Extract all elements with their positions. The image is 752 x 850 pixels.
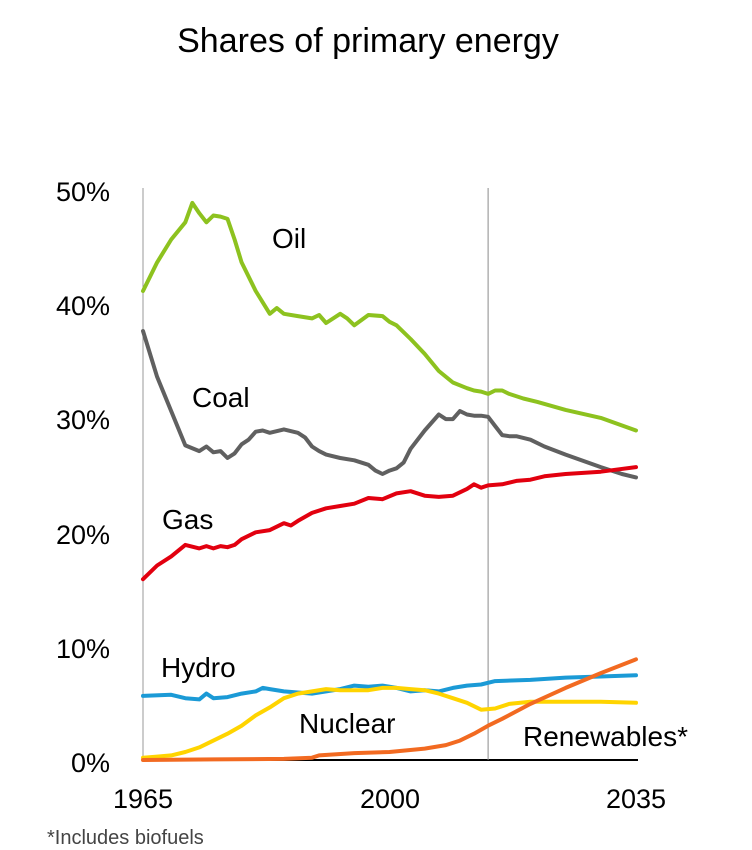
x-tick-label: 1965 bbox=[113, 784, 173, 814]
series-label-nuclear: Nuclear bbox=[299, 708, 395, 739]
chart-title: Shares of primary energy bbox=[177, 22, 559, 60]
series-label-gas: Gas bbox=[162, 504, 213, 535]
series-label-oil: Oil bbox=[272, 223, 306, 254]
series-line-coal bbox=[141, 329, 638, 480]
series-line-gas bbox=[141, 465, 638, 582]
y-tick-label: 0% bbox=[71, 748, 110, 778]
series-line-nuclear bbox=[141, 685, 638, 760]
series-label-renewables: Renewables* bbox=[523, 721, 688, 752]
series-line-renewables bbox=[141, 657, 638, 762]
y-axis-ticks: 0% 10% 20% 30% 40% 50% bbox=[56, 177, 110, 778]
series-line-oil bbox=[141, 200, 638, 433]
y-tick-label: 20% bbox=[56, 520, 110, 550]
y-tick-label: 40% bbox=[56, 291, 110, 321]
y-tick-label: 30% bbox=[56, 405, 110, 435]
x-tick-label: 2000 bbox=[360, 784, 420, 814]
y-tick-label: 50% bbox=[56, 177, 110, 207]
series-label-coal: Coal bbox=[192, 382, 250, 413]
footnote: *Includes biofuels bbox=[47, 827, 204, 849]
series-label-hydro: Hydro bbox=[161, 652, 236, 683]
x-axis-ticks: 1965 2000 2035 bbox=[113, 784, 666, 814]
series-lines bbox=[141, 200, 638, 762]
y-tick-label: 10% bbox=[56, 634, 110, 664]
x-tick-label: 2035 bbox=[606, 784, 666, 814]
series-labels: Oil Coal Gas Hydro Nuclear Renewables* bbox=[161, 223, 688, 752]
